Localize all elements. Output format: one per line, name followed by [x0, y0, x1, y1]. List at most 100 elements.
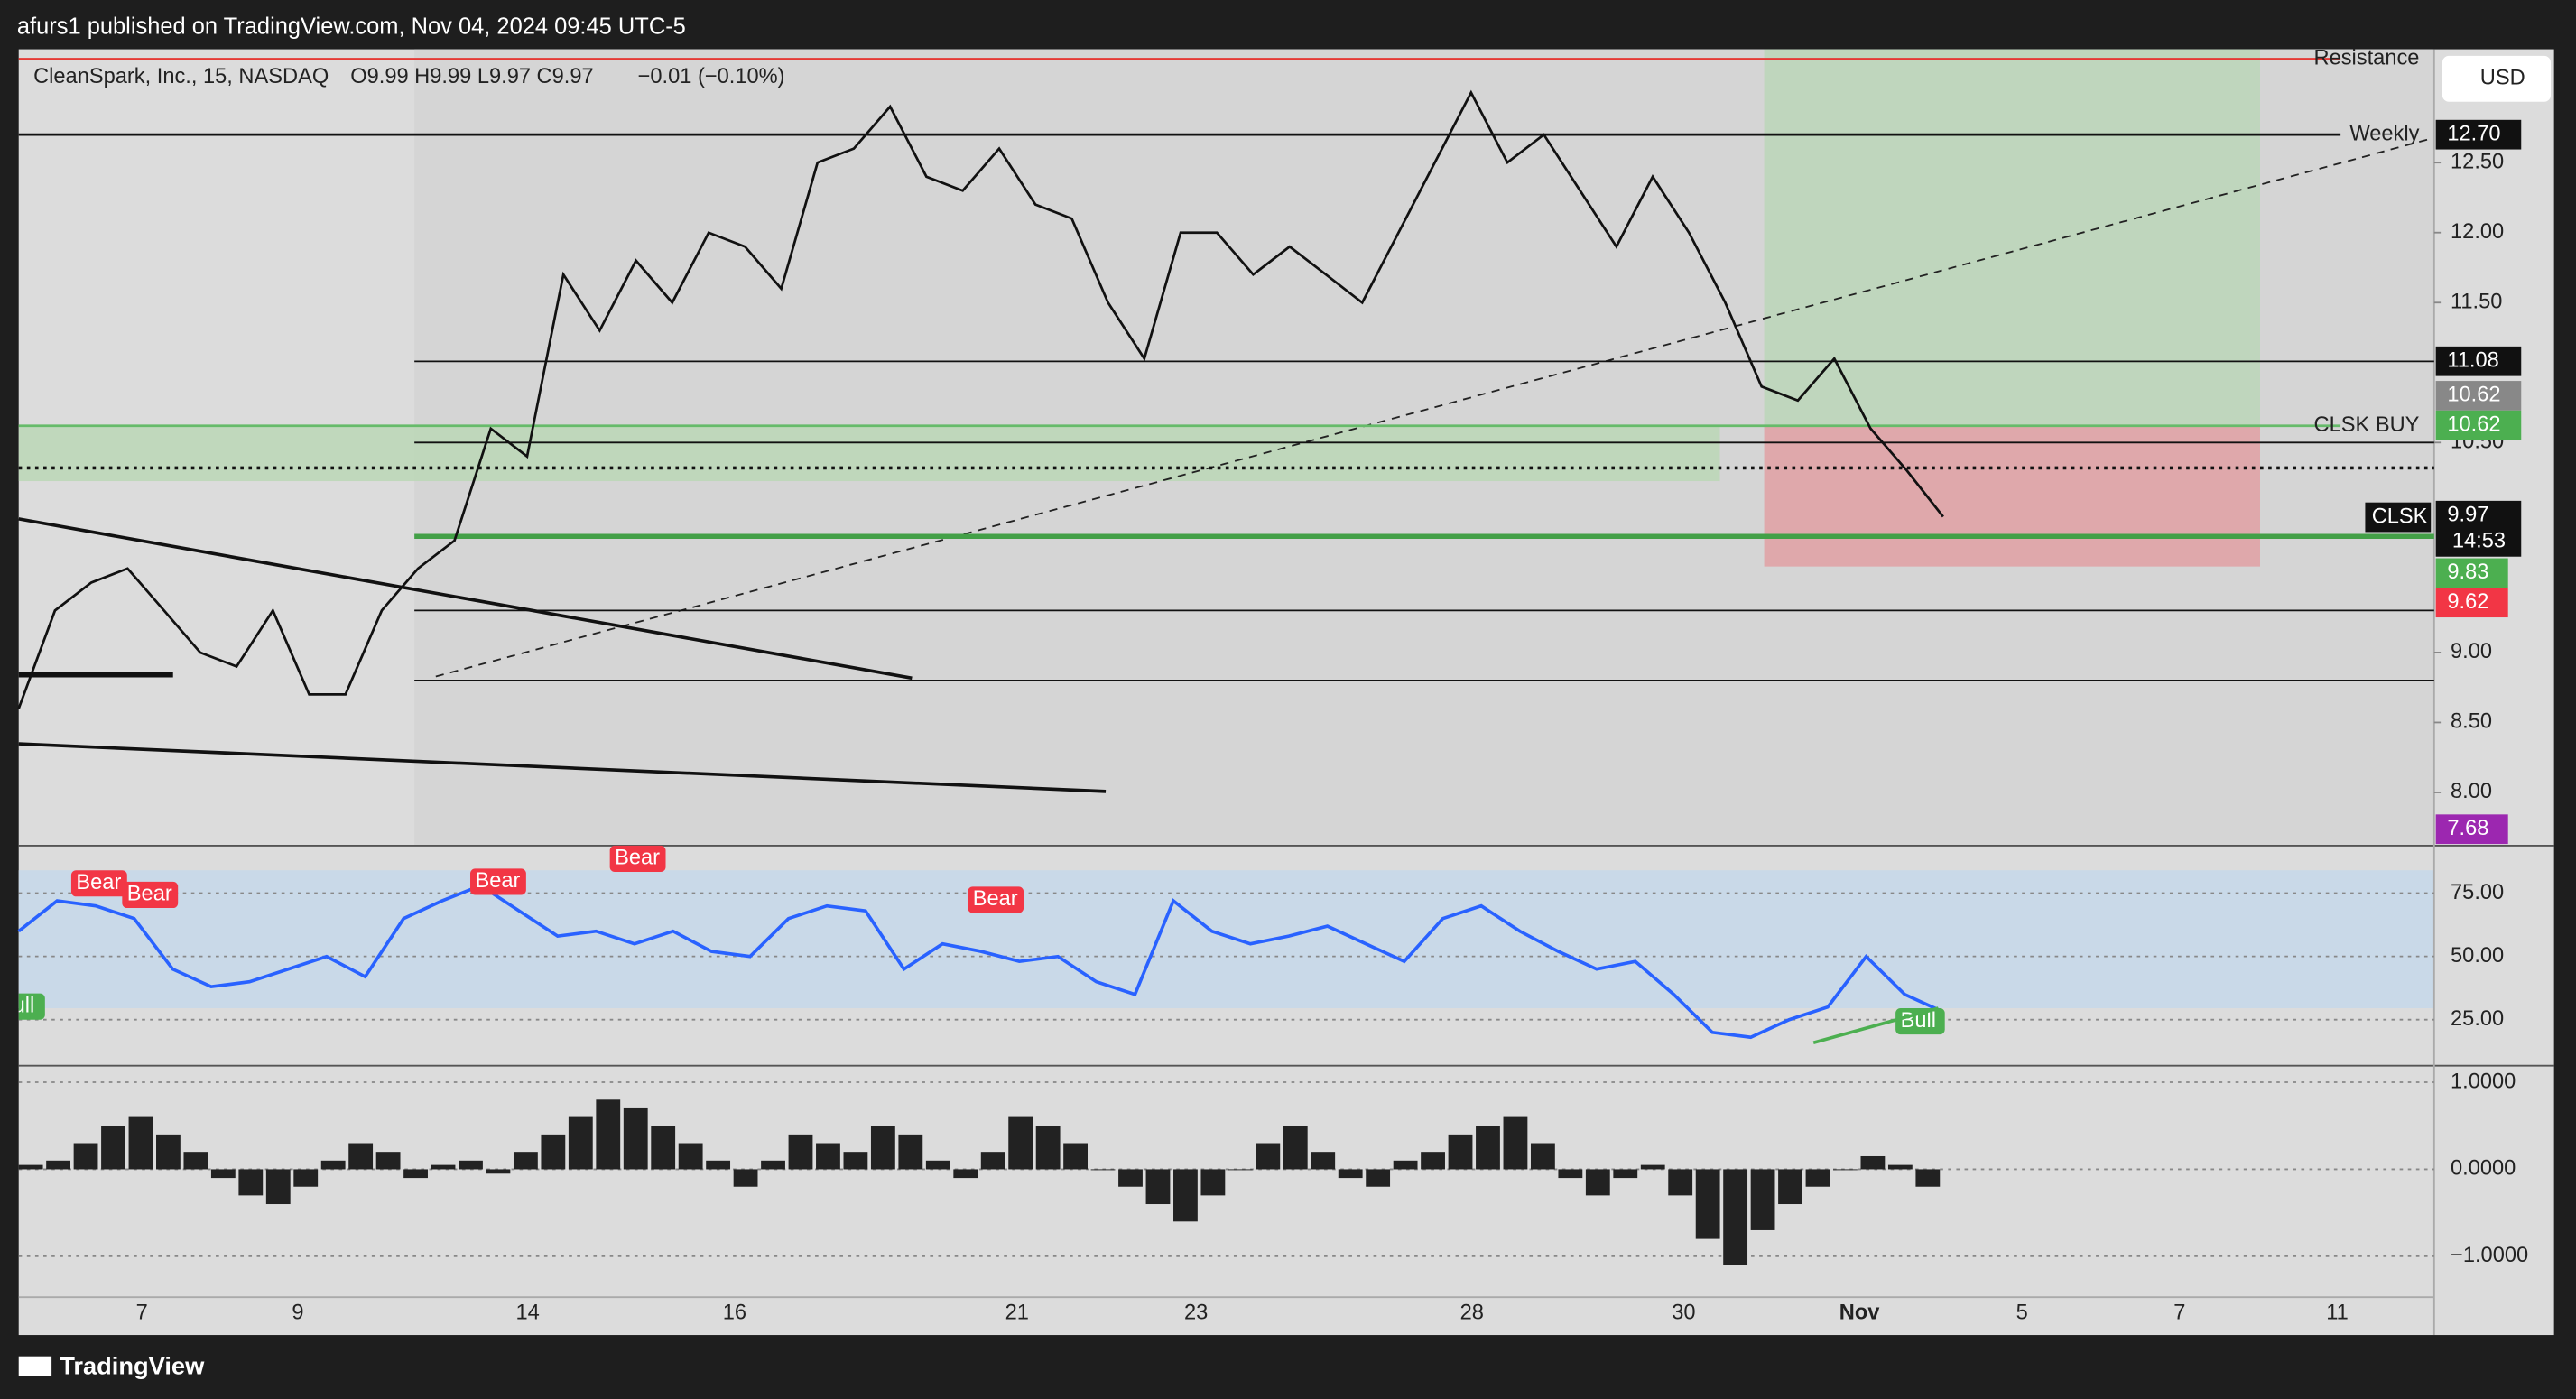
- macd-bar: [1283, 1126, 1308, 1170]
- price-tag-text: 7.68: [2447, 817, 2488, 840]
- price-tag-text: 10.62: [2447, 384, 2500, 407]
- y-tick-label: 50.00: [2451, 944, 2504, 968]
- macd-bar: [1668, 1169, 1693, 1196]
- macd-bar: [651, 1126, 676, 1170]
- time-label: 16: [723, 1302, 746, 1325]
- macd-bar: [1393, 1160, 1418, 1170]
- signal-box: [122, 881, 179, 909]
- last-price-tag: [2435, 500, 2522, 557]
- macd-bar: [1640, 1164, 1665, 1170]
- brand-logo[interactable]: [18, 1356, 52, 1376]
- currency[interactable]: USD: [2480, 67, 2525, 90]
- price-tag: [2435, 814, 2508, 845]
- macd-bar: [1805, 1169, 1830, 1187]
- macd-bar: [870, 1126, 895, 1170]
- trend-line: [435, 138, 2428, 678]
- macd-bar: [1558, 1169, 1583, 1179]
- stop-box: [1764, 427, 2260, 567]
- macd-bar: [348, 1143, 374, 1170]
- macd-bar: [46, 1160, 71, 1170]
- macd-bar: [1750, 1169, 1775, 1230]
- price-tag-text: 9.83: [2447, 561, 2488, 584]
- macd-bar: [1723, 1169, 1748, 1265]
- macd-bar: [1035, 1126, 1061, 1170]
- brand[interactable]: TradingView: [60, 1352, 205, 1380]
- macd-bar: [1833, 1169, 1858, 1171]
- signal-box: [609, 845, 666, 873]
- time-label: 28: [1460, 1302, 1484, 1325]
- signal: Bull: [0, 994, 34, 1017]
- y-tick-label: 12.00: [2451, 220, 2504, 244]
- countdown: 14:53: [2452, 530, 2506, 553]
- macd-bar: [1090, 1169, 1116, 1171]
- macd-bar: [403, 1169, 428, 1179]
- signals: Bear Bear Bear Bear Bear Bull Bull: [0, 845, 1945, 1044]
- y-tick-label: 1.0000: [2451, 1070, 2516, 1093]
- macd-bar: [128, 1116, 153, 1170]
- macd-bar: [73, 1143, 98, 1170]
- y-tick-label: 9.00: [2451, 640, 2492, 663]
- y-tick-label: −1.0000: [2451, 1244, 2528, 1267]
- macd-bar: [623, 1107, 648, 1170]
- y-tick-label: 11.50: [2451, 291, 2502, 314]
- macd-bar: [1256, 1143, 1281, 1170]
- price-tag-text: 11.08: [2447, 348, 2498, 372]
- macd-bar: [925, 1160, 950, 1170]
- macd-bar: [101, 1126, 125, 1170]
- signal: Bear: [76, 871, 121, 894]
- macd-bar: [568, 1116, 593, 1170]
- rsi-band: [18, 870, 2434, 1009]
- time-axis: 7 9 14 16 21 23 28 30 Nov 5 7 11: [136, 1302, 2349, 1325]
- rsi-line: [17, 884, 1944, 1040]
- clip: Bull: [0, 993, 45, 1020]
- macd-bar: [898, 1134, 923, 1170]
- last-price: 9.97: [2447, 503, 2488, 526]
- macd-bar: [486, 1169, 511, 1174]
- price-line: [17, 89, 1944, 709]
- macd-bar: [1200, 1169, 1226, 1196]
- macd-bar: [1915, 1169, 1941, 1187]
- macd-bar: [980, 1152, 1005, 1170]
- target-box: [1764, 49, 2260, 428]
- level-label: Weekly: [2349, 122, 2419, 145]
- macd-bar: [1860, 1155, 1886, 1170]
- macd-bar: [18, 1164, 43, 1170]
- macd-bar: [431, 1164, 456, 1170]
- ohlc: O9.99 H9.99 L9.97 C9.97: [350, 65, 593, 88]
- macd-bar: [183, 1152, 208, 1170]
- trend-line: [18, 742, 1107, 793]
- signal-box: [968, 886, 1024, 913]
- time-label: 7: [2173, 1302, 2185, 1325]
- macd-bar: [375, 1152, 401, 1170]
- y-tick-label: 8.00: [2451, 780, 2492, 803]
- signal-box: [70, 870, 127, 897]
- y-tick-label: 12.50: [2451, 150, 2504, 173]
- price-tag: [2435, 119, 2522, 150]
- symbol-tag-text: CLSK: [2372, 505, 2428, 528]
- macd-bar: [265, 1169, 291, 1205]
- macd-bar: [1476, 1126, 1500, 1170]
- macd-bar: [678, 1143, 703, 1170]
- change: −0.01 (−0.10%): [638, 65, 785, 88]
- macd-bar: [1585, 1169, 1610, 1196]
- publisher: afurs1 published on TradingView.com, Nov…: [17, 14, 686, 40]
- price-tag-text: 9.62: [2447, 590, 2488, 614]
- macd-bar: [513, 1152, 538, 1170]
- macd-bar: [953, 1169, 978, 1179]
- divergence: [1812, 1006, 1939, 1044]
- time-label: 7: [136, 1302, 148, 1325]
- macd-bar: [1118, 1169, 1143, 1187]
- macd-bar: [1008, 1116, 1033, 1170]
- currency-box[interactable]: [2442, 55, 2552, 102]
- price-tag-text: 12.70: [2447, 122, 2500, 145]
- signal-box: [470, 868, 526, 895]
- price-tag: [2435, 346, 2522, 376]
- macd-bar: [1695, 1169, 1720, 1239]
- macd-bar: [816, 1143, 840, 1170]
- time-label: 30: [1672, 1302, 1695, 1325]
- time-label: 9: [292, 1302, 303, 1325]
- macd-bar: [1503, 1116, 1528, 1170]
- symbol-tag: [2365, 502, 2432, 533]
- symbol: CleanSpark, Inc., 15, NASDAQ: [33, 65, 329, 88]
